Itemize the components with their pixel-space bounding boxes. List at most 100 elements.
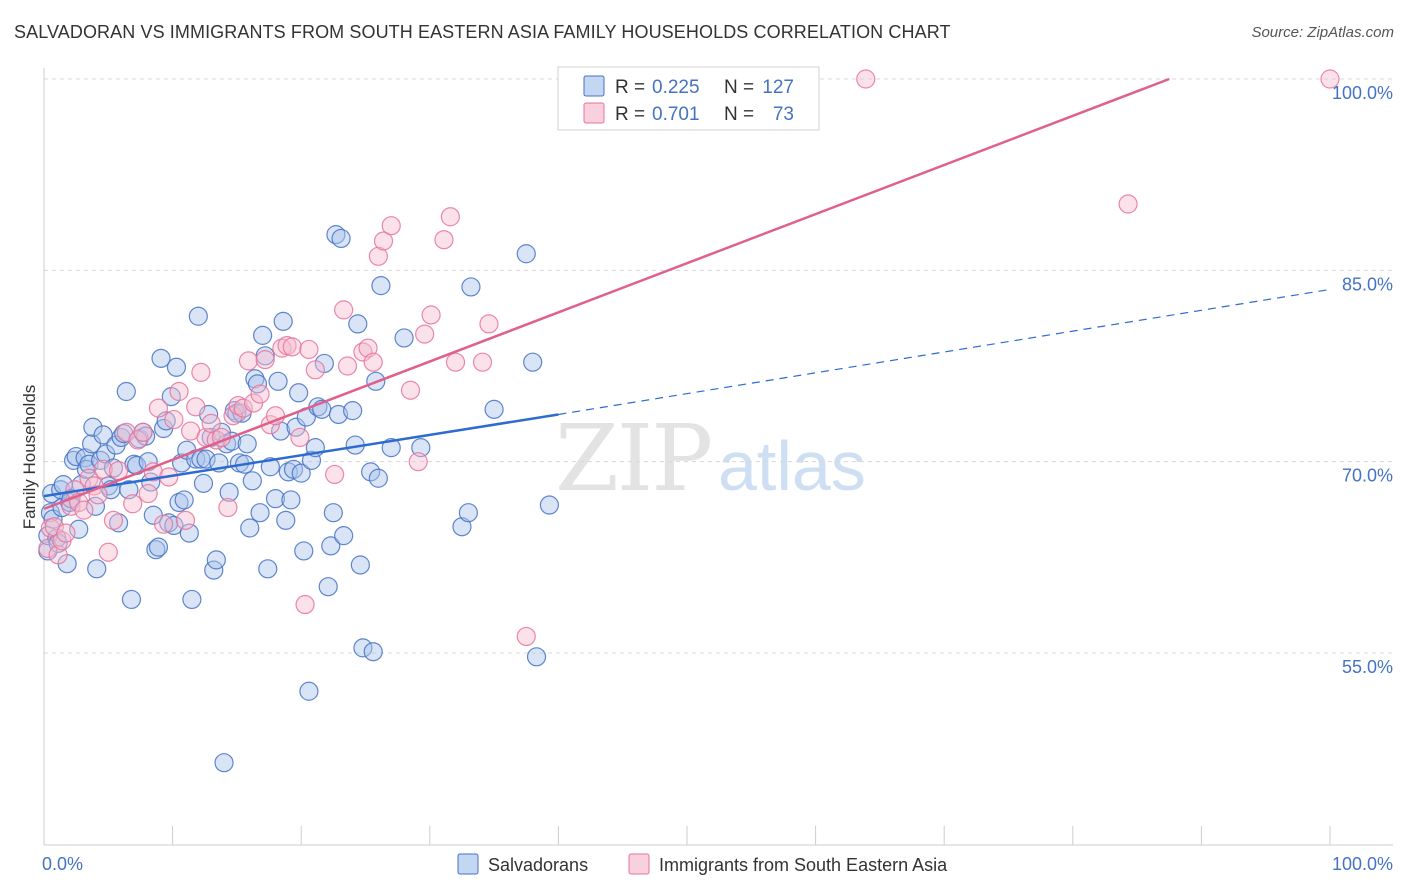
legend-swatch-blue bbox=[583, 75, 605, 97]
bottom-legend-label-blue: Salvadorans bbox=[488, 855, 588, 875]
source-credit: Source: ZipAtlas.com bbox=[1251, 24, 1394, 41]
immigrants-point-65 bbox=[421, 305, 441, 325]
immigrants-point-27 bbox=[169, 381, 189, 402]
salvadorans-point-90 bbox=[265, 489, 286, 509]
watermark-atlas: atlas bbox=[718, 427, 866, 505]
immigrants-point-53 bbox=[325, 464, 345, 485]
immigrants-point-38 bbox=[228, 395, 248, 416]
immigrants-point-61 bbox=[381, 216, 401, 236]
salvadorans-point-46 bbox=[148, 537, 169, 557]
salvadorans-point-88 bbox=[258, 559, 278, 579]
immigrants-point-24 bbox=[153, 514, 174, 534]
salvadorans-point-135 bbox=[526, 647, 547, 667]
immigrants-point-62 bbox=[400, 380, 421, 400]
immigrants-point-66 bbox=[434, 230, 454, 250]
bottom-legend-label-pink: Immigrants from South Eastern Asia bbox=[659, 855, 948, 875]
salvadorans-point-93 bbox=[273, 311, 293, 331]
bottom-legend-swatch-blue bbox=[457, 853, 479, 875]
chart-title: SALVADORAN VS IMMIGRANTS FROM SOUTH EAST… bbox=[14, 22, 951, 42]
bottom-legend: Salvadorans Immigrants from South Easter… bbox=[457, 853, 948, 875]
y-tick-label-70: 70.0% bbox=[1342, 466, 1393, 486]
salvadorans-point-53 bbox=[166, 357, 187, 377]
salvadorans-point-129 bbox=[452, 517, 472, 537]
immigrants-point-63 bbox=[408, 452, 428, 472]
immigrants-points bbox=[38, 69, 1340, 647]
y-tick-label-85: 85.0% bbox=[1342, 274, 1393, 294]
salvadorans-point-124 bbox=[368, 468, 388, 488]
salvadorans-point-80 bbox=[237, 434, 257, 454]
salvadorans-point-61 bbox=[188, 306, 208, 326]
salvadorans-points bbox=[38, 225, 559, 773]
salvadorans-point-19 bbox=[79, 454, 99, 474]
trend-lines bbox=[43, 77, 1331, 511]
salvadorans-point-118 bbox=[348, 314, 368, 334]
salvadorans-point-115 bbox=[334, 526, 354, 546]
salvadorans-point-101 bbox=[294, 541, 314, 561]
axes bbox=[43, 68, 1393, 846]
salvadorans-point-58 bbox=[179, 523, 199, 543]
legend-r-value-2: 0.701 bbox=[652, 104, 700, 125]
salvadorans-point-47 bbox=[151, 348, 171, 368]
salvadorans-trend-extension bbox=[558, 288, 1331, 416]
salvadorans-point-111 bbox=[323, 503, 343, 523]
immigrants-point-51 bbox=[299, 339, 319, 360]
immigrants-point-60 bbox=[373, 231, 394, 251]
salvadorans-point-134 bbox=[523, 352, 543, 372]
immigrants-point-43 bbox=[255, 350, 275, 370]
immigrants-point-67 bbox=[440, 207, 460, 227]
legend-r-label-1: R = bbox=[615, 77, 645, 98]
immigrants-point-31 bbox=[191, 362, 211, 382]
salvadorans-point-122 bbox=[363, 642, 383, 662]
salvadorans-point-82 bbox=[242, 471, 262, 491]
salvadorans-point-121 bbox=[361, 462, 381, 482]
salvadorans-point-52 bbox=[164, 515, 184, 536]
immigrants-point-71 bbox=[516, 626, 536, 647]
salvadorans-point-15 bbox=[69, 519, 89, 539]
legend-n-label-2: N = bbox=[724, 104, 754, 125]
legend-n-value-2: 73 bbox=[773, 104, 794, 125]
salvadorans-point-73 bbox=[219, 482, 239, 502]
salvadorans-point-86 bbox=[253, 325, 273, 345]
salvadorans-point-34 bbox=[116, 381, 136, 402]
immigrants-point-28 bbox=[175, 510, 196, 530]
y-axis-title: Family Households bbox=[20, 385, 39, 530]
salvadorans-point-59 bbox=[182, 589, 202, 610]
salvadorans-point-71 bbox=[214, 753, 234, 773]
salvadorans-point-83 bbox=[245, 369, 265, 389]
salvadorans-point-103 bbox=[299, 681, 319, 701]
x-tick-label-min: 0.0% bbox=[42, 854, 83, 874]
watermark-zip: ZIP bbox=[555, 405, 711, 512]
immigrants-point-55 bbox=[337, 356, 358, 376]
salvadorans-trend-line bbox=[43, 413, 559, 498]
legend-swatch-pink bbox=[583, 102, 605, 124]
salvadorans-point-131 bbox=[461, 277, 481, 297]
salvadorans-point-91 bbox=[268, 371, 288, 391]
immigrants-point-54 bbox=[334, 300, 354, 320]
immigrants-point-64 bbox=[415, 324, 435, 344]
salvadorans-point-81 bbox=[240, 518, 260, 538]
salvadorans-point-119 bbox=[350, 555, 370, 575]
immigrants-trend-line bbox=[43, 77, 1170, 511]
immigrants-point-17 bbox=[116, 422, 136, 442]
salvadorans-point-92 bbox=[271, 421, 291, 441]
salvadorans-point-114 bbox=[331, 228, 351, 249]
immigrants-point-52 bbox=[305, 360, 325, 380]
immigrants-point-15 bbox=[103, 510, 124, 530]
y-tick-label-55: 55.0% bbox=[1342, 657, 1393, 677]
legend-n-value-1: 127 bbox=[762, 77, 794, 98]
immigrants-point-14 bbox=[98, 542, 118, 562]
legend-r-value-1: 0.225 bbox=[652, 77, 700, 98]
salvadorans-point-133 bbox=[516, 244, 536, 264]
immigrants-point-73 bbox=[856, 69, 876, 89]
immigrants-point-59 bbox=[368, 246, 388, 266]
salvadorans-point-104 bbox=[301, 450, 322, 470]
immigrants-point-56 bbox=[353, 342, 373, 362]
immigrants-point-74 bbox=[1320, 69, 1340, 89]
immigrants-point-39 bbox=[233, 398, 253, 418]
legend-n-label-1: N = bbox=[724, 77, 754, 98]
immigrants-point-23 bbox=[148, 398, 169, 418]
y-tick-label-100: 100.0% bbox=[1332, 83, 1393, 103]
salvadorans-point-110 bbox=[321, 536, 341, 556]
salvadorans-point-109 bbox=[318, 577, 338, 597]
salvadorans-point-63 bbox=[193, 473, 214, 493]
